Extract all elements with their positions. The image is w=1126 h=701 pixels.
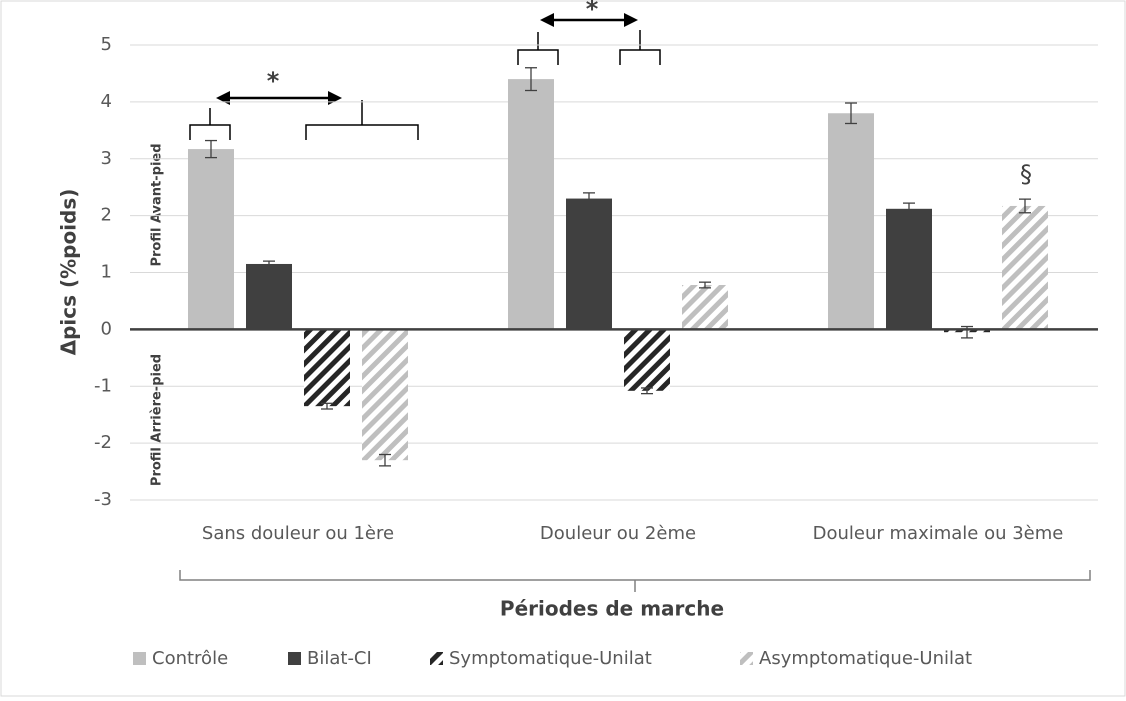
y-tick-label: -1 xyxy=(94,375,112,396)
x-tick-label: Sans douleur ou 1ère xyxy=(202,523,394,544)
error-bar xyxy=(1019,198,1031,214)
bar xyxy=(886,208,932,330)
error-bar xyxy=(525,67,537,92)
category-brace xyxy=(179,570,1091,592)
error-bar xyxy=(205,139,217,159)
legend-label: Contrôle xyxy=(152,648,228,669)
annotation: Profil Avant-pied xyxy=(150,143,165,266)
brace xyxy=(619,30,661,65)
bar xyxy=(304,329,350,407)
legend-swatch xyxy=(740,652,753,665)
bar xyxy=(682,285,728,330)
error-bar xyxy=(263,260,275,268)
annotation: * xyxy=(267,67,280,95)
x-tick-label: Douleur ou 2ème xyxy=(540,523,696,544)
brace xyxy=(189,108,231,140)
y-tick-label: 2 xyxy=(101,205,112,226)
bar xyxy=(188,149,234,330)
error-bar xyxy=(321,402,333,410)
brace xyxy=(517,32,559,65)
legend-label: Bilat-CI xyxy=(307,648,372,669)
legend-label: Asymptomatique-Unilat xyxy=(759,648,972,669)
y-tick-label: 4 xyxy=(101,91,112,112)
error-bar xyxy=(903,202,915,216)
error-bar xyxy=(583,192,595,205)
arrowhead xyxy=(540,13,554,27)
legend-label: Symptomatique-Unilat xyxy=(449,648,652,669)
legend-swatch xyxy=(430,652,443,665)
bar xyxy=(828,113,874,330)
y-tick-label: 0 xyxy=(101,318,112,339)
y-tick-label: 3 xyxy=(101,148,112,169)
y-axis-title: Δpics (%poids) xyxy=(57,189,81,356)
error-bar xyxy=(641,387,653,395)
x-tick-label: Douleur maximale ou 3ème xyxy=(813,523,1064,544)
legend-swatch xyxy=(288,652,301,665)
y-tick-label: 5 xyxy=(101,34,112,55)
annotation: * xyxy=(586,0,599,23)
brace xyxy=(305,100,419,140)
significance-marks xyxy=(179,18,1091,592)
y-tick-label: 1 xyxy=(101,262,112,283)
y-tick-label: -2 xyxy=(94,432,112,453)
annotation: § xyxy=(1020,160,1032,188)
bar xyxy=(362,329,408,461)
x-axis-title: Périodes de marche xyxy=(500,597,724,621)
error-bar xyxy=(845,102,857,125)
annotation: Profil Arrière-pied xyxy=(150,354,165,486)
y-tick-label: -3 xyxy=(94,489,112,510)
bar xyxy=(566,198,612,330)
bar xyxy=(624,329,670,391)
arrowhead xyxy=(624,13,638,27)
bar xyxy=(246,263,292,330)
error-bar xyxy=(699,281,711,289)
bar xyxy=(508,79,554,330)
legend-swatch xyxy=(133,652,146,665)
error-bar xyxy=(379,453,391,467)
bar xyxy=(1002,205,1048,330)
